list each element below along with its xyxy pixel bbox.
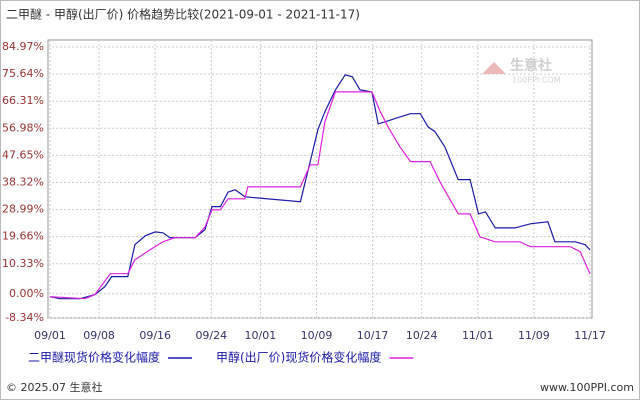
footer-left: © 2025.07 生意社 (6, 380, 102, 394)
chart-title: 二甲醚 - 甲醇(出厂价) 价格趋势比较(2021-09-01 - 2021-1… (6, 7, 360, 22)
x-tick-label: 10/01 (245, 329, 277, 342)
x-tick-label: 09/24 (195, 329, 227, 342)
series-line (49, 91, 591, 300)
footer-right: www.100PPI.com (540, 381, 634, 394)
y-tick-label: 28.99% (2, 203, 44, 216)
x-tick-label: 11/01 (462, 329, 494, 342)
watermark: 生意社 100PPI.COM (482, 57, 561, 85)
y-tick-label: 56.98% (2, 121, 44, 134)
y-tick-label: 19.66% (2, 230, 44, 243)
series-line (49, 74, 591, 300)
y-tick-label: 38.32% (2, 175, 44, 188)
x-tick-label: 10/24 (406, 329, 438, 342)
y-tick-label: 47.65% (2, 148, 44, 161)
y-tick-label: 75.64% (2, 67, 44, 80)
x-tick-label: 11/17 (574, 329, 606, 342)
y-tick-label: -8.34% (5, 311, 44, 324)
legend-label: 甲醇(出厂价)现货价格变化幅度 (216, 350, 381, 365)
y-tick-label: 66.31% (2, 94, 44, 107)
y-tick-label: 84.97% (2, 40, 44, 53)
x-tick-label: 11/09 (518, 329, 550, 342)
watermark-subtext: 100PPI.COM (512, 76, 561, 85)
y-tick-label: 0.00% (9, 287, 44, 300)
x-tick-label: 10/09 (301, 329, 333, 342)
watermark-text: 生意社 (510, 57, 552, 74)
x-tick-label: 09/08 (83, 329, 115, 342)
x-tick-label: 10/17 (357, 329, 389, 342)
x-tick-label: 09/01 (34, 329, 66, 342)
y-tick-label: 10.33% (2, 257, 44, 270)
x-tick-label: 09/16 (139, 329, 171, 342)
watermark-logo (482, 62, 506, 74)
legend-label: 二甲醚现货价格变化幅度 (28, 350, 160, 365)
